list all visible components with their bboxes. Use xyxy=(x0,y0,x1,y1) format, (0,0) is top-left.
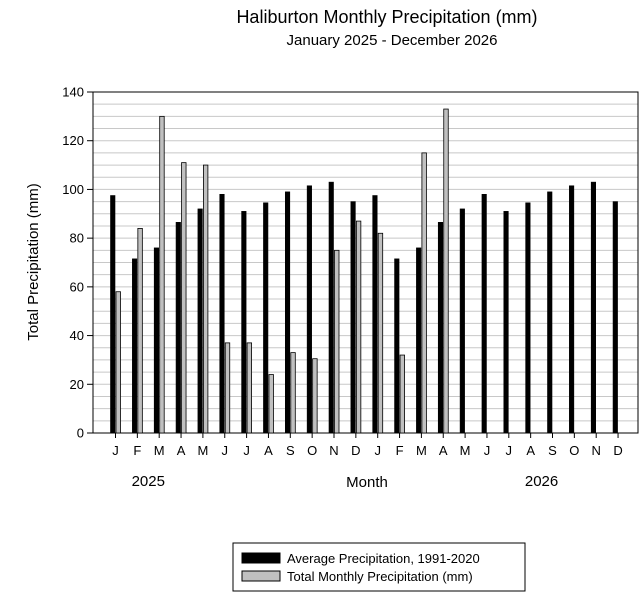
bar-total xyxy=(115,291,121,434)
bar-average xyxy=(175,222,181,434)
x-axis-label: Month xyxy=(346,474,388,491)
bar-average xyxy=(525,202,531,434)
legend-swatch-total xyxy=(241,570,281,582)
chart-title: Haliburton Monthly Precipitation (mm) xyxy=(236,7,537,27)
year-label: 2026 xyxy=(525,473,558,490)
bar-average xyxy=(110,195,116,434)
bar-average xyxy=(263,202,269,434)
y-axis-label: Total Precipitation (mm) xyxy=(25,183,42,341)
plot-frame xyxy=(92,91,639,434)
x-tick-label: S xyxy=(286,443,295,458)
bar-average xyxy=(153,247,159,434)
x-tick-label: J xyxy=(112,443,119,458)
legend-label-average: Average Precipitation, 1991-2020 xyxy=(287,551,480,566)
x-tick-label: J xyxy=(243,443,250,458)
y-tick-label: 100 xyxy=(62,182,84,197)
bar-average xyxy=(612,201,618,434)
legend: Average Precipitation, 1991-2020 Total M… xyxy=(232,542,526,592)
bar-total xyxy=(181,162,187,434)
x-tick-label: A xyxy=(526,443,535,458)
x-tick-label: A xyxy=(177,443,186,458)
bar-average xyxy=(284,191,291,434)
bar-total xyxy=(312,358,318,434)
x-tick-label: A xyxy=(439,443,448,458)
x-tick-label: D xyxy=(613,443,622,458)
x-tick-label: J xyxy=(484,443,491,458)
bar-total xyxy=(246,342,253,434)
bar-average xyxy=(350,201,356,434)
x-tick-label: O xyxy=(307,443,317,458)
bars xyxy=(110,108,618,434)
y-tick-label: 140 xyxy=(62,85,84,100)
y-tick-label: 20 xyxy=(70,377,84,392)
bar-average xyxy=(416,247,422,434)
bar-total xyxy=(421,152,427,434)
x-tick-label: J xyxy=(506,443,513,458)
gridlines xyxy=(93,103,638,422)
legend-box xyxy=(232,542,526,592)
bar-total xyxy=(355,220,362,434)
chart-subtitle: January 2025 - December 2026 xyxy=(287,32,498,49)
bar-average xyxy=(306,185,312,434)
x-tick-label: N xyxy=(329,443,338,458)
x-tick-label: M xyxy=(416,443,427,458)
y-tick-label: 60 xyxy=(70,279,84,294)
x-tick-label: D xyxy=(351,443,360,458)
bar-average xyxy=(132,258,138,434)
bar-total xyxy=(399,354,405,434)
legend-label-total: Total Monthly Precipitation (mm) xyxy=(287,569,473,584)
y-tick-label: 40 xyxy=(70,328,84,343)
bar-average xyxy=(219,194,225,434)
y-tick-label: 120 xyxy=(62,133,84,148)
bar-average xyxy=(328,181,334,434)
bar-average xyxy=(503,211,509,434)
x-tick-label: J xyxy=(222,443,229,458)
bar-total xyxy=(268,374,274,434)
y-tick-label: 0 xyxy=(77,426,84,441)
bar-total xyxy=(159,115,165,434)
x-tick-label: S xyxy=(548,443,557,458)
x-tick-label: M xyxy=(197,443,208,458)
bar-total xyxy=(290,352,296,434)
bar-total xyxy=(137,227,143,434)
bar-average xyxy=(241,211,247,434)
x-tick-label: M xyxy=(460,443,471,458)
y-tick-label: 80 xyxy=(70,231,84,246)
bar-average xyxy=(569,185,575,434)
bar-average xyxy=(372,195,378,434)
bar-average xyxy=(590,181,597,434)
bar-total xyxy=(443,108,449,434)
bar-total xyxy=(202,164,209,434)
x-tick-label: F xyxy=(133,443,141,458)
bar-average xyxy=(481,194,487,434)
x-tick-label: F xyxy=(396,443,404,458)
x-tick-label: O xyxy=(569,443,579,458)
legend-swatch-average xyxy=(241,552,281,564)
bar-average xyxy=(437,222,444,434)
x-tick-label: J xyxy=(374,443,381,458)
bar-average xyxy=(547,191,553,434)
bar-average xyxy=(197,208,203,434)
bar-average xyxy=(394,258,400,434)
x-tick-label: M xyxy=(154,443,165,458)
x-tick-label: A xyxy=(264,443,273,458)
bar-total xyxy=(377,232,384,434)
year-label: 2025 xyxy=(132,473,165,490)
bar-total xyxy=(224,342,231,434)
bar-average xyxy=(459,208,465,434)
bar-total xyxy=(334,249,340,434)
year-labels: 2025 2026 xyxy=(132,473,559,490)
x-tick-label: N xyxy=(592,443,601,458)
y-axis-ticks: 0 20 40 60 80 100 120 140 xyxy=(62,85,93,441)
